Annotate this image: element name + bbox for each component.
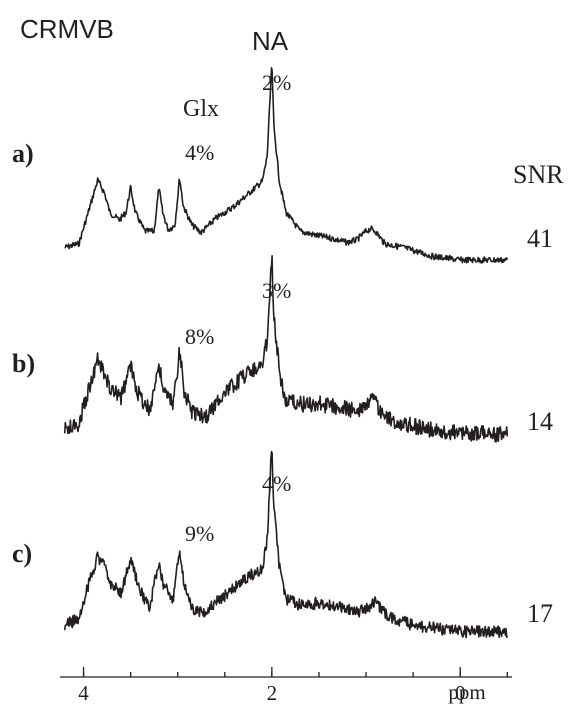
spectrum-b-glx-percent: 8% bbox=[185, 324, 214, 349]
x-axis-unit-label: ppm bbox=[448, 680, 485, 704]
spectrum-c-trace bbox=[63, 450, 509, 639]
x-tick-label-4: 4 bbox=[78, 681, 89, 705]
spectrum-a-snr: 41 bbox=[527, 224, 553, 253]
spectrum-c-na-percent: 4% bbox=[262, 471, 291, 496]
spectrum-a-glx-percent: 4% bbox=[185, 140, 214, 165]
spectrum-a-trace bbox=[64, 67, 509, 264]
spectrum-b-na-percent: 3% bbox=[262, 278, 291, 303]
spectrum-c-label: c) bbox=[12, 539, 32, 568]
spectrum-a-label: a) bbox=[12, 139, 34, 168]
spectrum-c-glx-percent: 9% bbox=[185, 521, 214, 546]
na-peak-label: NA bbox=[252, 26, 289, 56]
glx-peak-label: Glx bbox=[183, 96, 219, 122]
snr-header: SNR bbox=[513, 160, 564, 189]
spectrum-a-na-percent: 2% bbox=[262, 70, 291, 95]
x-axis-ticks: 4 2 0 bbox=[78, 667, 508, 705]
method-title: CRMVB bbox=[20, 14, 114, 44]
x-tick-label-0: 0 bbox=[455, 681, 466, 705]
x-tick-label-2: 2 bbox=[267, 681, 278, 705]
spectrum-b-label: b) bbox=[12, 349, 35, 378]
spectrum-b-trace bbox=[63, 255, 509, 443]
spectrum-b-snr: 14 bbox=[527, 407, 553, 436]
spectrum-c-snr: 17 bbox=[527, 599, 553, 628]
